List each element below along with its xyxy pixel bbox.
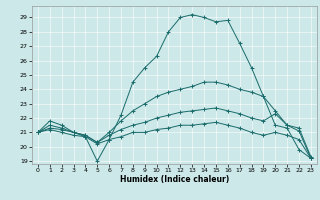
X-axis label: Humidex (Indice chaleur): Humidex (Indice chaleur): [120, 175, 229, 184]
